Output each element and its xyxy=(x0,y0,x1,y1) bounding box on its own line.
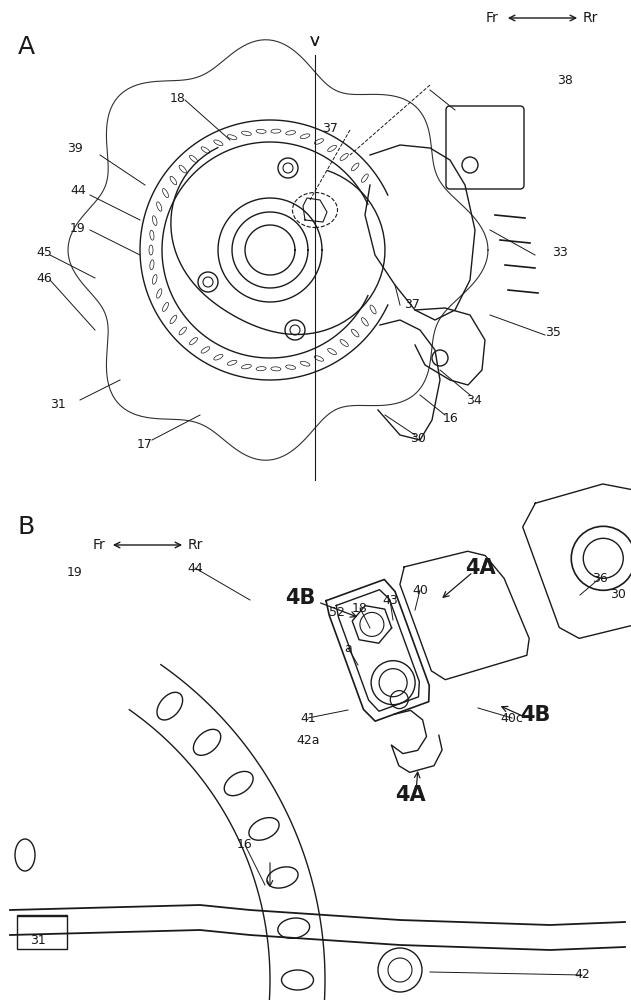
Text: 40c: 40c xyxy=(500,712,524,724)
Text: A: A xyxy=(18,35,35,59)
Text: 46: 46 xyxy=(36,271,52,284)
Text: 52: 52 xyxy=(329,605,345,618)
Text: 33: 33 xyxy=(552,245,568,258)
Text: 44: 44 xyxy=(187,562,203,574)
Text: 18: 18 xyxy=(352,601,368,614)
Text: Rr: Rr xyxy=(583,11,598,25)
Text: V: V xyxy=(310,35,320,49)
Text: Fr: Fr xyxy=(485,11,498,25)
Text: 19: 19 xyxy=(67,566,83,578)
Text: 41: 41 xyxy=(300,712,316,724)
Text: 31: 31 xyxy=(30,934,46,946)
Text: 45: 45 xyxy=(36,245,52,258)
Text: 4B: 4B xyxy=(285,588,316,608)
Text: 35: 35 xyxy=(545,326,561,338)
Text: a: a xyxy=(344,642,352,654)
Text: 38: 38 xyxy=(557,74,573,87)
Text: V: V xyxy=(310,35,319,48)
Text: Rr: Rr xyxy=(188,538,203,552)
Text: 37: 37 xyxy=(322,121,338,134)
Text: 4A: 4A xyxy=(394,785,425,805)
Text: 18: 18 xyxy=(170,92,186,104)
Text: 37: 37 xyxy=(404,298,420,312)
Text: 42: 42 xyxy=(574,968,590,982)
Text: 17: 17 xyxy=(137,438,153,452)
Text: 16: 16 xyxy=(443,412,459,424)
Text: 16: 16 xyxy=(237,838,253,852)
Text: 42a: 42a xyxy=(296,734,320,746)
Text: 31: 31 xyxy=(50,398,66,412)
Text: 36: 36 xyxy=(592,572,608,584)
Text: 43: 43 xyxy=(382,593,398,606)
Text: 19: 19 xyxy=(70,222,86,234)
Text: 40: 40 xyxy=(412,584,428,596)
Text: 30: 30 xyxy=(410,432,426,444)
Text: 39: 39 xyxy=(67,141,83,154)
Text: B: B xyxy=(18,515,35,539)
Text: 30: 30 xyxy=(610,588,626,601)
Text: Fr: Fr xyxy=(92,538,105,552)
Text: 44: 44 xyxy=(70,184,86,196)
Text: 4B: 4B xyxy=(520,705,550,725)
Text: 34: 34 xyxy=(466,393,482,406)
Text: 4A: 4A xyxy=(464,558,495,578)
